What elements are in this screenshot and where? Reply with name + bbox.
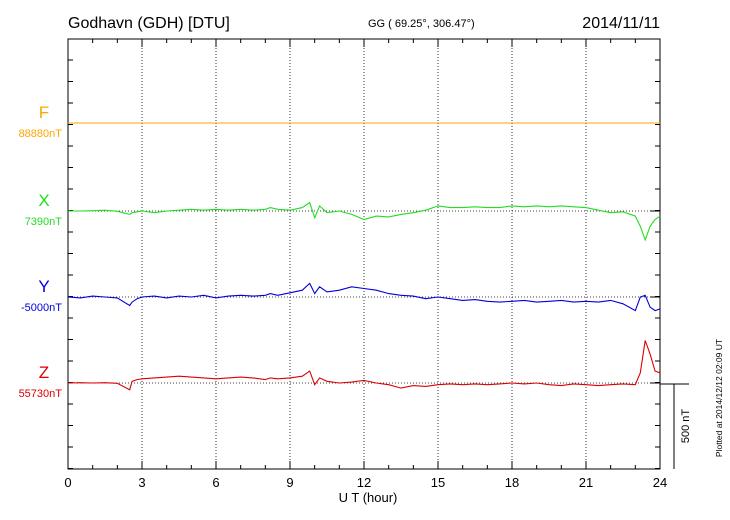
x-tick-label: 0 — [64, 475, 71, 490]
series-name-x: X — [38, 191, 49, 210]
x-tick-label: 9 — [286, 475, 293, 490]
date-label: 2014/11/11 — [582, 15, 660, 32]
x-axis-label: U T (hour) — [339, 490, 398, 505]
series-name-f: F — [39, 103, 49, 122]
series-baseline-label-x: 7390nT — [25, 216, 63, 228]
series-name-y: Y — [38, 277, 49, 296]
x-tick-label: 15 — [431, 475, 445, 490]
x-tick-labels: 0 3 6 9 12 15 18 21 24 — [64, 475, 667, 490]
axis-ticks — [67, 39, 661, 469]
plotted-at-note: Plotted at 2014/12/12 02:09 UT — [714, 339, 724, 457]
x-tick-label: 12 — [357, 475, 371, 490]
series-z — [67, 340, 661, 391]
series-baseline-label-f: 88880nT — [19, 128, 63, 140]
series-name-z: Z — [39, 363, 49, 382]
series-baseline-label-z: 55730nT — [19, 388, 63, 400]
x-tick-label: 21 — [579, 475, 593, 490]
series-y — [67, 282, 661, 312]
scale-bar-label: 500 nT — [680, 409, 692, 444]
series-labels: F 88880nT X 7390nT Y -5000nT Z 55730nT — [19, 103, 63, 400]
series-lines — [67, 122, 661, 391]
series-x — [68, 201, 661, 242]
x-tick-label: 6 — [212, 475, 219, 490]
plot-frame — [67, 38, 661, 470]
station-title: Godhavn (GDH) [DTU] — [68, 15, 230, 32]
vertical-grid — [141, 39, 587, 469]
x-tick-label: 3 — [138, 475, 145, 490]
series-baseline-label-y: -5000nT — [21, 302, 62, 314]
x-tick-label: 24 — [653, 475, 667, 490]
x-tick-label: 18 — [505, 475, 519, 490]
coordinates-label: GG ( 69.25°, 306.47°) — [368, 18, 475, 30]
